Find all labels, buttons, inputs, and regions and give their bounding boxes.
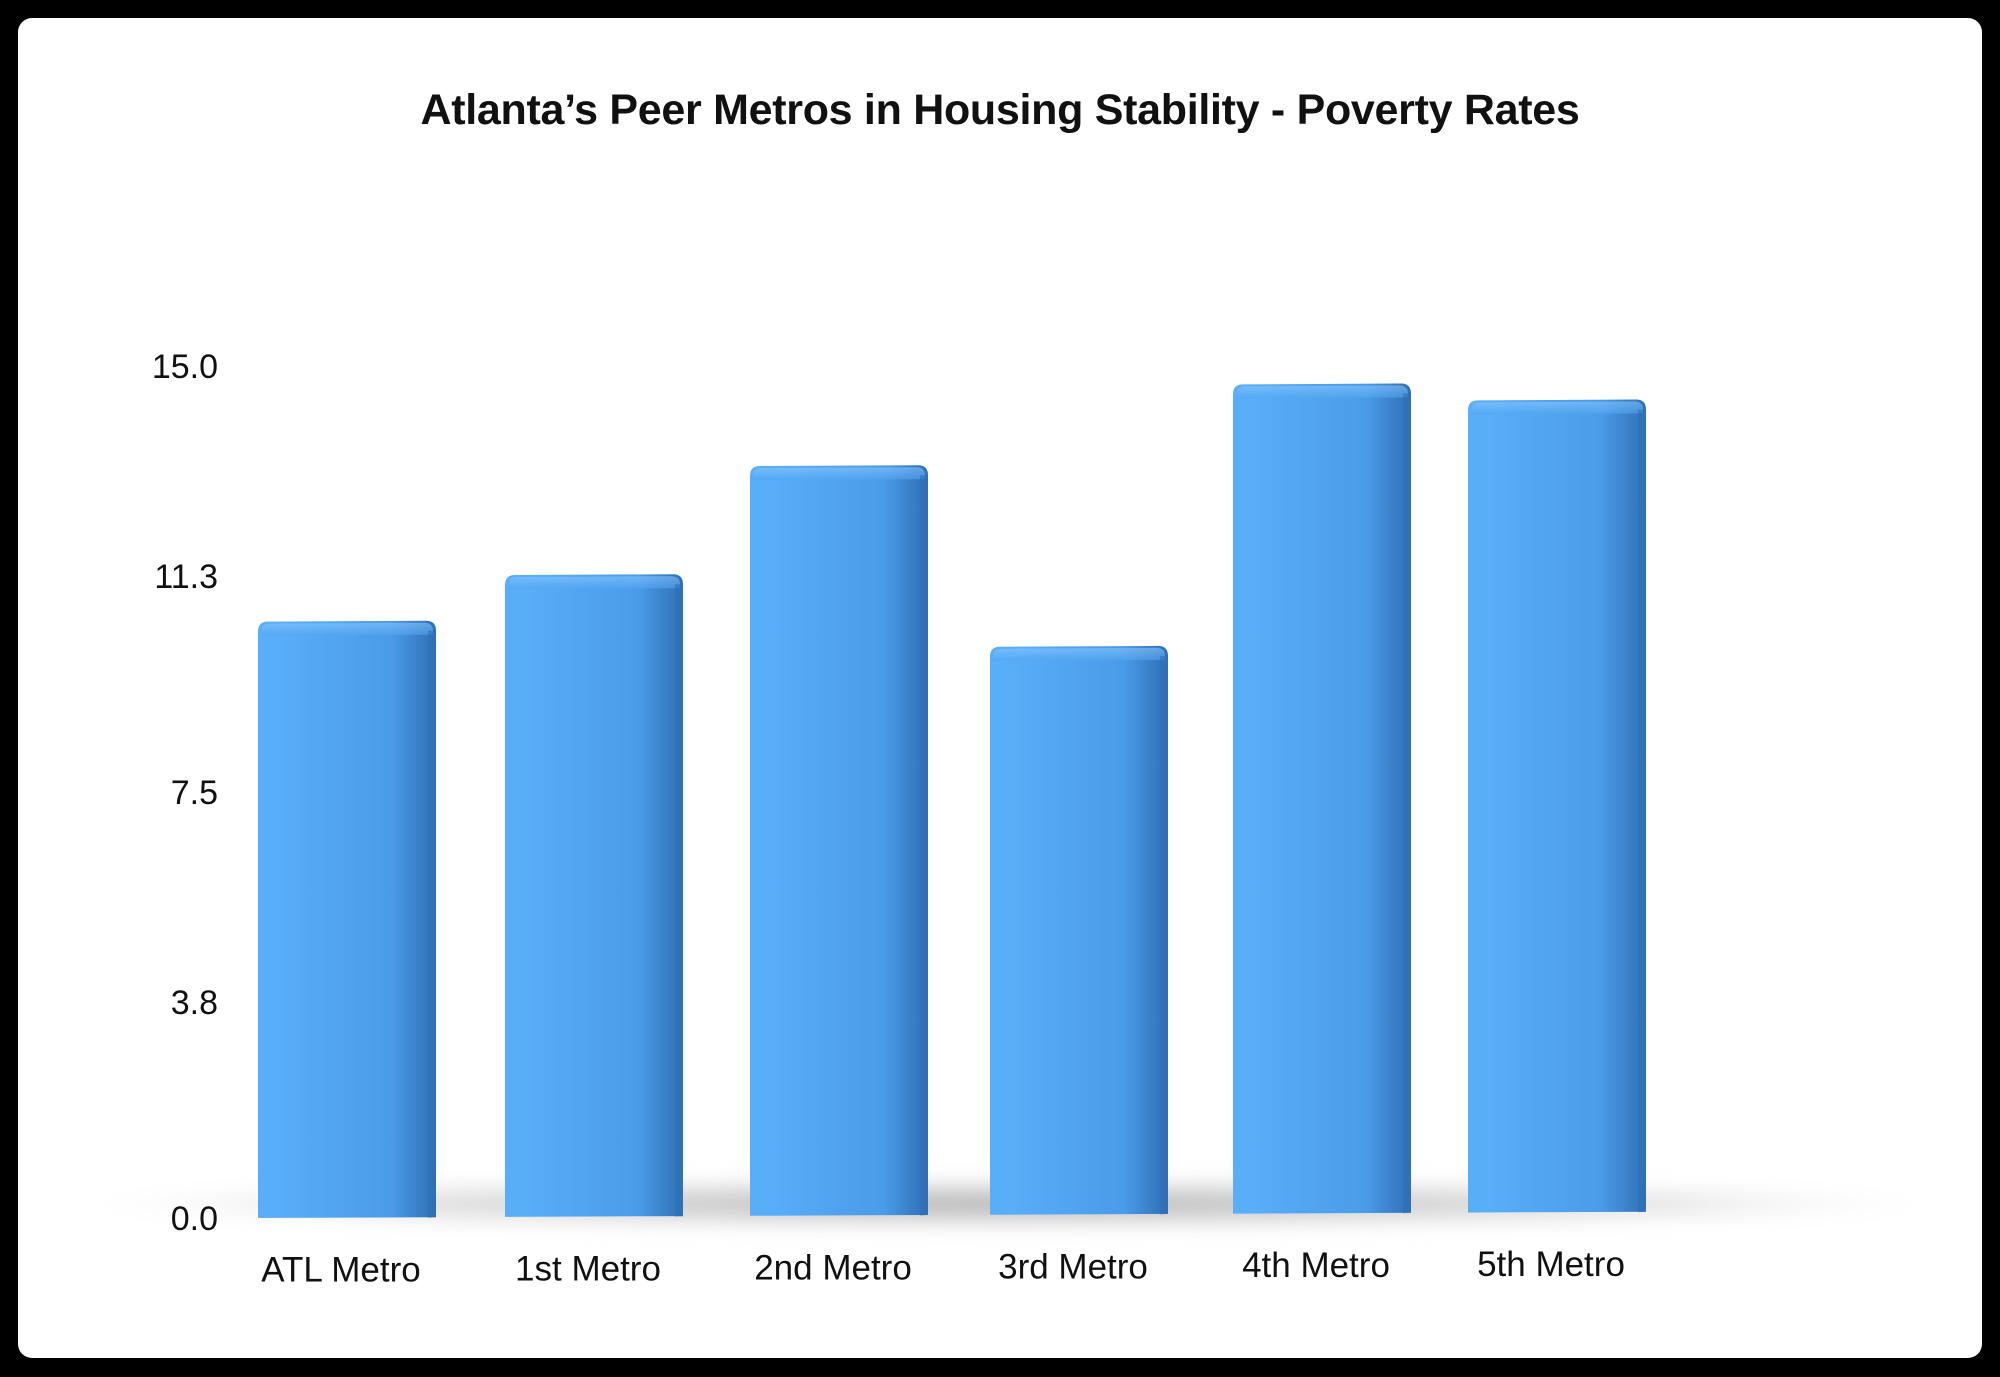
bar-chart: 0.0 3.8 7.5 11.3 15.0 ATL Metro 1st Metro 2nd …: [28, 348, 1982, 1290]
bar-5th-metro: [1468, 399, 1646, 1213]
x-tick-label: ATL Metro: [261, 1251, 420, 1290]
x-tick-label: 3rd Metro: [998, 1247, 1148, 1286]
bar-top-highlight: [753, 467, 925, 481]
bar-body: [750, 465, 928, 1216]
chart-title: Atlanta’s Peer Metros in Housing Stabili…: [420, 86, 1580, 134]
bar-edge: [675, 584, 683, 1217]
y-tick-label: 15.0: [152, 348, 218, 386]
bar-3rd-metro: [990, 645, 1168, 1215]
bar-body: [1468, 399, 1646, 1213]
bar-edge: [1160, 655, 1168, 1215]
bar-atl-metro: [258, 620, 436, 1218]
bar-body: [1233, 383, 1411, 1214]
bar-edge: [920, 475, 928, 1216]
x-tick-label: 4th Metro: [1242, 1246, 1390, 1285]
bar-4th-metro: [1233, 383, 1411, 1214]
bar-1st-metro: [505, 574, 683, 1217]
bar-2nd-metro: [750, 465, 928, 1216]
y-tick-label: 7.5: [171, 774, 218, 812]
bar-body: [990, 645, 1168, 1215]
y-tick-label: 0.0: [171, 1200, 218, 1238]
bar-body: [505, 574, 683, 1217]
y-tick-label: 11.3: [154, 558, 218, 596]
bar-edge: [428, 630, 436, 1218]
bar-top-highlight: [508, 576, 680, 590]
x-tick-label: 1st Metro: [515, 1249, 661, 1288]
chart-frame: Atlanta’s Peer Metros in Housing Stabili…: [18, 18, 1982, 1358]
bar-body: [258, 620, 436, 1218]
bar-edge: [1638, 409, 1646, 1213]
bar-top-highlight: [261, 622, 433, 636]
bar-top-highlight: [1236, 385, 1408, 399]
x-tick-label: 2nd Metro: [754, 1248, 912, 1287]
bar-top-highlight: [1471, 401, 1643, 415]
y-tick-label: 3.8: [171, 984, 218, 1022]
bar-top-highlight: [993, 647, 1165, 661]
x-tick-label: 5th Metro: [1477, 1245, 1625, 1284]
bar-edge: [1403, 393, 1411, 1214]
